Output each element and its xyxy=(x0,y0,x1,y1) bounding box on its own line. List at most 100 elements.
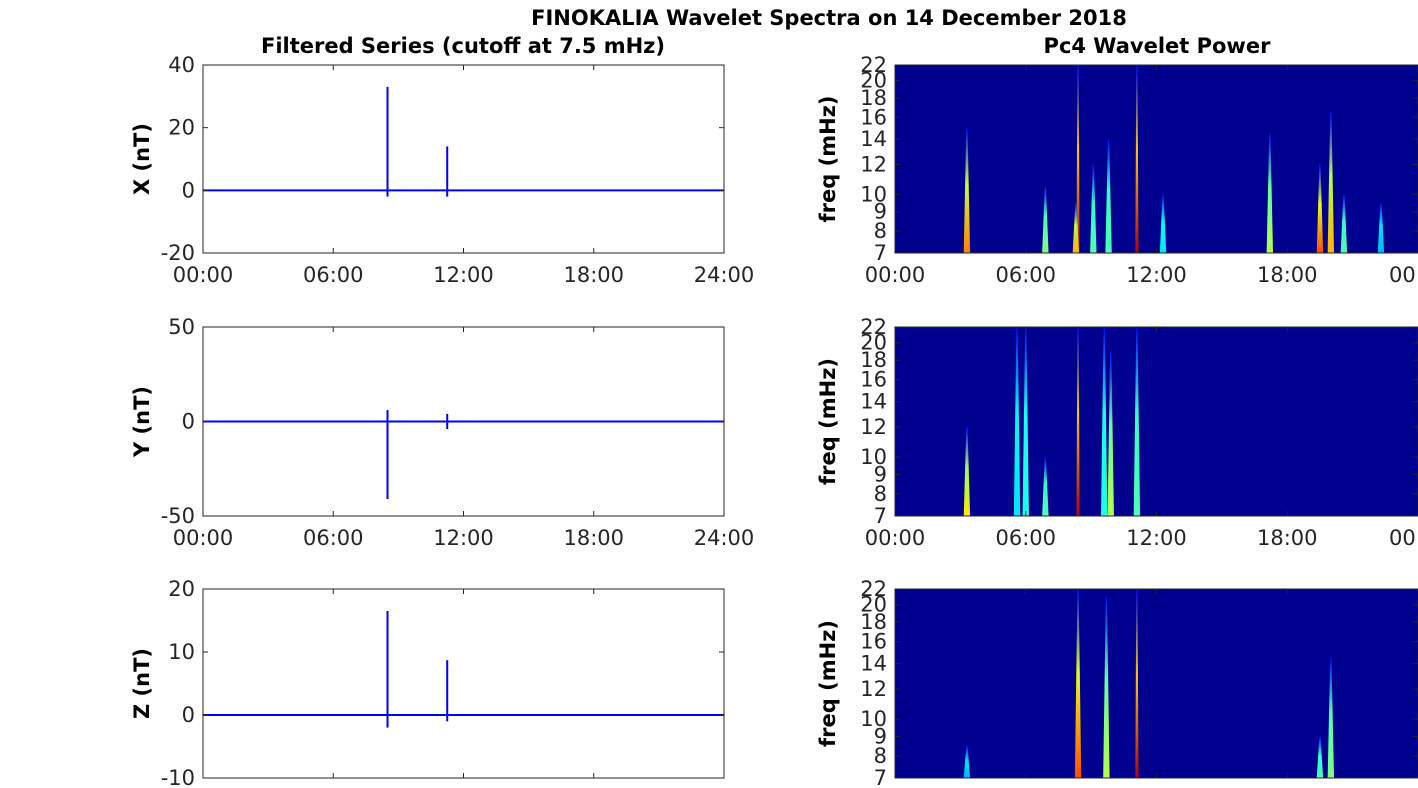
y-series-xtick-label: 12:00 xyxy=(433,526,494,550)
y-wavelet-streak xyxy=(1022,327,1029,516)
y-wavelet-xtick-label: 00:00 xyxy=(865,526,926,550)
y-wavelet-ylabel: freq (mHz) xyxy=(816,358,840,485)
z-wavelet-ytick-label: 20 xyxy=(860,593,887,617)
x-wavelet-streak xyxy=(1340,194,1348,253)
x-wavelet-ytick-label: 9 xyxy=(874,200,887,224)
y-wavelet-ytick-label: 20 xyxy=(860,331,887,355)
y-wavelet-streak xyxy=(1101,327,1108,516)
z-wavelet-ytick-label: 22 xyxy=(860,577,887,601)
x-wavelet-ytick-label: 22 xyxy=(860,53,887,77)
y-wavelet-ytick-label: 14 xyxy=(860,390,887,414)
x-wavelet-ytick-label: 12 xyxy=(860,153,887,177)
z-wavelet-streak xyxy=(1074,589,1082,778)
z-wavelet-ytick-label: 9 xyxy=(874,725,887,749)
z-wavelet-background xyxy=(895,589,1418,778)
x-wavelet-ytick-label: 18 xyxy=(860,86,887,110)
z-series-ylabel: Z (nT) xyxy=(130,648,154,719)
x-wavelet-ytick-label: 7 xyxy=(874,241,887,265)
y-wavelet-streak xyxy=(1107,351,1114,516)
y-wavelet-streak xyxy=(1076,327,1080,516)
y-wavelet-streak xyxy=(1042,457,1049,516)
y-wavelet-streak xyxy=(1133,327,1141,516)
y-series-xtick-label: 00:00 xyxy=(173,526,234,550)
z-wavelet-streak xyxy=(1103,596,1110,778)
x-series-ylabel: X (nT) xyxy=(130,123,154,195)
y-series-ylabel: Y (nT) xyxy=(130,386,154,458)
x-series-ytick-label: 20 xyxy=(168,116,195,140)
x-wavelet-background xyxy=(895,65,1418,253)
y-wavelet-xtick-label: 06:00 xyxy=(995,526,1056,550)
y-series-ytick-label: 0 xyxy=(182,410,195,434)
x-wavelet-streak xyxy=(1076,65,1080,253)
z-series-panel: -10 0 10 20 Z (nT) xyxy=(130,577,725,788)
z-series-ytick-label: 10 xyxy=(168,640,195,664)
z-series-ytick-label: 0 xyxy=(182,703,195,727)
z-wavelet-ytick-label: 8 xyxy=(874,744,887,768)
x-wavelet-xtick-label: 18:00 xyxy=(1257,263,1318,287)
x-wavelet-streak xyxy=(1090,164,1097,253)
x-series-ytick-label: 40 xyxy=(168,53,195,77)
z-wavelet-ytick-label: 7 xyxy=(874,766,887,788)
x-wavelet-streak xyxy=(1105,139,1112,253)
x-series-xtick-label: 00:00 xyxy=(173,263,234,287)
z-wavelet-ytick-label: 18 xyxy=(860,610,887,634)
z-wavelet-streak xyxy=(1316,736,1324,778)
x-wavelet-ytick-label: 8 xyxy=(874,219,887,243)
x-wavelet-streak xyxy=(1042,186,1049,253)
y-wavelet-ytick-label: 18 xyxy=(860,348,887,372)
x-series-ytick-label: 0 xyxy=(182,178,195,202)
y-wavelet-background xyxy=(895,327,1418,516)
x-series-panel: -20 0 20 40 00:00 06:00 12:00 18:00 24:00 X (nT) xyxy=(130,53,754,287)
x-series-xtick-label: 12:00 xyxy=(433,263,494,287)
z-wavelet-ytick-label: 16 xyxy=(860,630,887,654)
x-wavelet-ytick-label: 14 xyxy=(860,127,887,151)
x-wavelet-streak xyxy=(1377,202,1385,253)
x-wavelet-streak xyxy=(963,127,971,253)
x-wavelet-xtick-label: 06:00 xyxy=(995,263,1056,287)
x-wavelet-streak xyxy=(1159,194,1167,253)
x-wavelet-streak xyxy=(1327,112,1335,253)
y-wavelet-ytick-label: 12 xyxy=(860,415,887,439)
x-wavelet-streak xyxy=(1135,65,1139,253)
x-wavelet-streak xyxy=(1266,133,1274,253)
y-wavelet-xtick-label: 12:00 xyxy=(1126,526,1187,550)
left-column-title: Filtered Series (cutoff at 7.5 mHz) xyxy=(261,34,665,58)
x-wavelet-xtick-label: 00 xyxy=(1389,263,1416,287)
x-wavelet-streak xyxy=(1316,164,1324,253)
y-wavelet-ytick-label: 22 xyxy=(860,315,887,339)
y-wavelet-ytick-label: 8 xyxy=(874,482,887,506)
y-series-ytick-label: 50 xyxy=(168,315,195,339)
z-wavelet-ytick-label: 10 xyxy=(860,707,887,731)
y-wavelet-ytick-label: 10 xyxy=(860,445,887,469)
z-wavelet-ytick-label: 14 xyxy=(860,652,887,676)
y-wavelet-ytick-label: 7 xyxy=(874,504,887,528)
y-wavelet-streak xyxy=(1013,327,1021,516)
x-wavelet-xtick-label: 00:00 xyxy=(865,263,926,287)
x-wavelet-ytick-label: 10 xyxy=(860,182,887,206)
y-series-panel: -50 0 50 00:00 06:00 12:00 18:00 24:00 Y (nT) xyxy=(130,315,754,550)
x-series-xtick-label: 06:00 xyxy=(303,263,364,287)
z-series-ytick-label: 20 xyxy=(168,577,195,601)
y-wavelet-xtick-label: 00 xyxy=(1389,526,1416,550)
z-wavelet-ylabel: freq (mHz) xyxy=(816,620,840,747)
x-series-xtick-label: 18:00 xyxy=(563,263,624,287)
y-wavelet-streak xyxy=(963,427,971,516)
x-series-xtick-label: 24:00 xyxy=(694,263,755,287)
y-wavelet-ytick-label: 9 xyxy=(874,463,887,487)
x-series-ytick-label: -20 xyxy=(161,241,195,265)
y-series-xtick-label: 18:00 xyxy=(563,526,624,550)
z-wavelet-streak xyxy=(963,745,971,778)
x-wavelet-ylabel: freq (mHz) xyxy=(816,96,840,223)
x-wavelet-xtick-label: 12:00 xyxy=(1126,263,1187,287)
z-wavelet-ytick-label: 12 xyxy=(860,677,887,701)
y-series-xtick-label: 06:00 xyxy=(303,526,364,550)
x-wavelet-ytick-label: 20 xyxy=(860,69,887,93)
x-wavelet-ytick-label: 16 xyxy=(860,105,887,129)
y-series-ytick-label: -50 xyxy=(161,504,195,528)
figure-title: FINOKALIA Wavelet Spectra on 14 December… xyxy=(531,6,1127,30)
y-wavelet-xtick-label: 18:00 xyxy=(1257,526,1318,550)
